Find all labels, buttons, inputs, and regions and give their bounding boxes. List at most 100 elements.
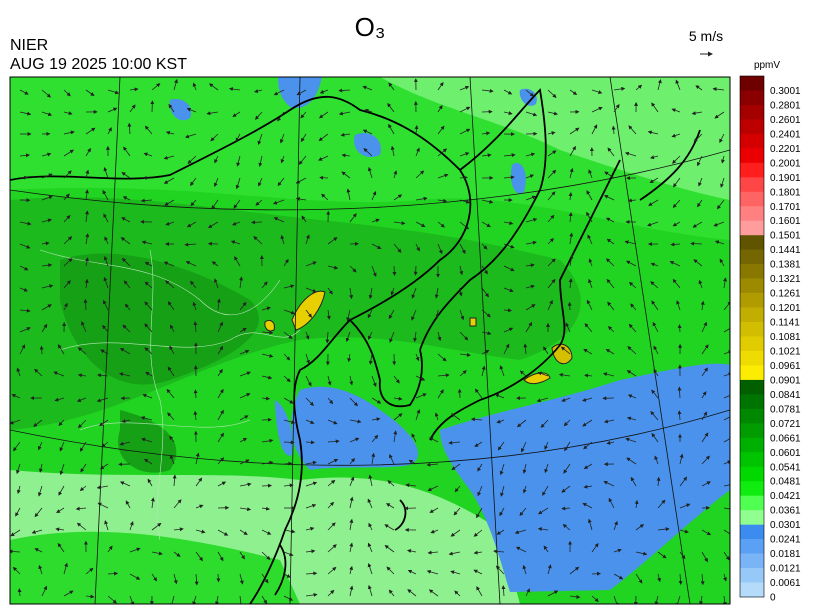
wind-arrow (63, 149, 74, 157)
wind-arrow (564, 441, 571, 452)
colorbar-swatch (740, 394, 764, 410)
wind-arrow (41, 173, 53, 179)
wind-arrow (591, 89, 603, 94)
wind-arrow (371, 218, 380, 223)
wind-arrow (234, 256, 241, 267)
wind-arrow (305, 460, 317, 465)
wind-arrow (473, 550, 483, 555)
wind-arrow (522, 564, 527, 575)
wind-arrow (349, 496, 354, 509)
wind-arrow (384, 524, 395, 531)
wind-arrow (349, 213, 357, 223)
wind-arrow (120, 237, 131, 245)
wind-arrow (543, 346, 549, 355)
wind-arrow (305, 440, 315, 445)
wind-arrow (163, 155, 175, 160)
wind-arrow (386, 566, 395, 575)
wind-arrow (194, 573, 199, 586)
wind-arrow (85, 210, 89, 223)
wind-arrow (165, 221, 175, 226)
wind-arrow (77, 419, 87, 429)
wind-arrow (525, 174, 535, 179)
wind-arrow (305, 419, 315, 424)
wind-arrow (606, 258, 615, 267)
wind-arrow (719, 258, 725, 267)
wind-arrow (371, 243, 382, 249)
wind-arrow (525, 240, 537, 245)
wind-arrow (697, 199, 703, 208)
wind-arrow (603, 481, 615, 487)
wind-arrow (367, 584, 373, 597)
wind-arrow (258, 177, 263, 187)
wind-arrow (459, 352, 471, 357)
wind-arrow (170, 324, 175, 333)
wind-arrow (19, 287, 29, 292)
wind-arrow (389, 453, 395, 465)
wind-arrow (186, 221, 197, 228)
wind-arrow (647, 221, 659, 227)
wind-arrow (454, 590, 461, 597)
wind-arrow (119, 481, 131, 487)
wind-arrow (481, 243, 488, 250)
wind-arrow (427, 485, 439, 491)
wind-arrow (547, 150, 557, 157)
wind-arrow (211, 199, 219, 210)
wind-arrow (283, 595, 294, 601)
wind-arrow (76, 397, 87, 402)
wind-arrow (437, 173, 449, 179)
wind-arrow (519, 507, 527, 517)
wind-arrow (499, 507, 505, 517)
wind-arrow (698, 279, 703, 289)
wind-arrow (678, 573, 683, 585)
wind-arrow (677, 386, 682, 399)
wind-arrow (712, 87, 725, 92)
wind-arrow (413, 331, 418, 343)
wind-arrow (19, 265, 29, 271)
wind-arrow (477, 485, 483, 497)
colorbar-swatch (740, 350, 764, 366)
wind-arrow (723, 277, 727, 289)
agency: NIER (10, 37, 48, 54)
wind-arrow (84, 278, 89, 289)
wind-arrow (371, 397, 382, 404)
wind-arrow (627, 394, 637, 399)
wind-arrow (654, 595, 659, 604)
colorbar-label: 0.1201 (770, 303, 801, 314)
wind-arrow (411, 287, 417, 299)
wind-arrow (701, 529, 712, 536)
wind-arrow (232, 111, 241, 118)
wind-arrow (185, 261, 197, 267)
wind-arrow (217, 529, 229, 536)
wind-arrow (650, 410, 659, 421)
wind-arrow (387, 102, 395, 113)
wind-arrow (217, 345, 224, 355)
wind-arrow (102, 189, 109, 201)
wind-arrow (716, 199, 725, 210)
colorbar-label: 0.0301 (770, 520, 801, 531)
wind-arrow (326, 309, 331, 320)
wind-arrow (476, 586, 483, 597)
wind-arrow (625, 437, 637, 443)
wind-arrow (583, 348, 593, 355)
wind-arrow (173, 499, 182, 509)
wind-arrow (522, 463, 527, 474)
wind-arrow (151, 83, 161, 91)
wind-arrow (102, 324, 109, 333)
wind-arrow (254, 89, 263, 93)
wind-arrow (523, 343, 528, 355)
wind-arrow (495, 565, 505, 575)
wind-arrow (41, 218, 52, 223)
wind-arrow (258, 155, 263, 167)
wind-arrow (448, 551, 461, 556)
graticule (10, 77, 730, 604)
wind-arrow (393, 413, 403, 421)
wind-arrow (368, 287, 373, 300)
colorbar-swatch (740, 481, 764, 496)
wind-arrow (525, 588, 530, 597)
wind-arrow (723, 573, 727, 582)
wind-arrow (701, 321, 707, 333)
colorbar: 0.3001 0.2801 0.2601 0.2401 0.2201 0.2001 0.19… (739, 75, 801, 604)
wind-arrow (701, 411, 708, 421)
wind-arrow (349, 565, 354, 575)
wind-arrow (603, 419, 615, 424)
